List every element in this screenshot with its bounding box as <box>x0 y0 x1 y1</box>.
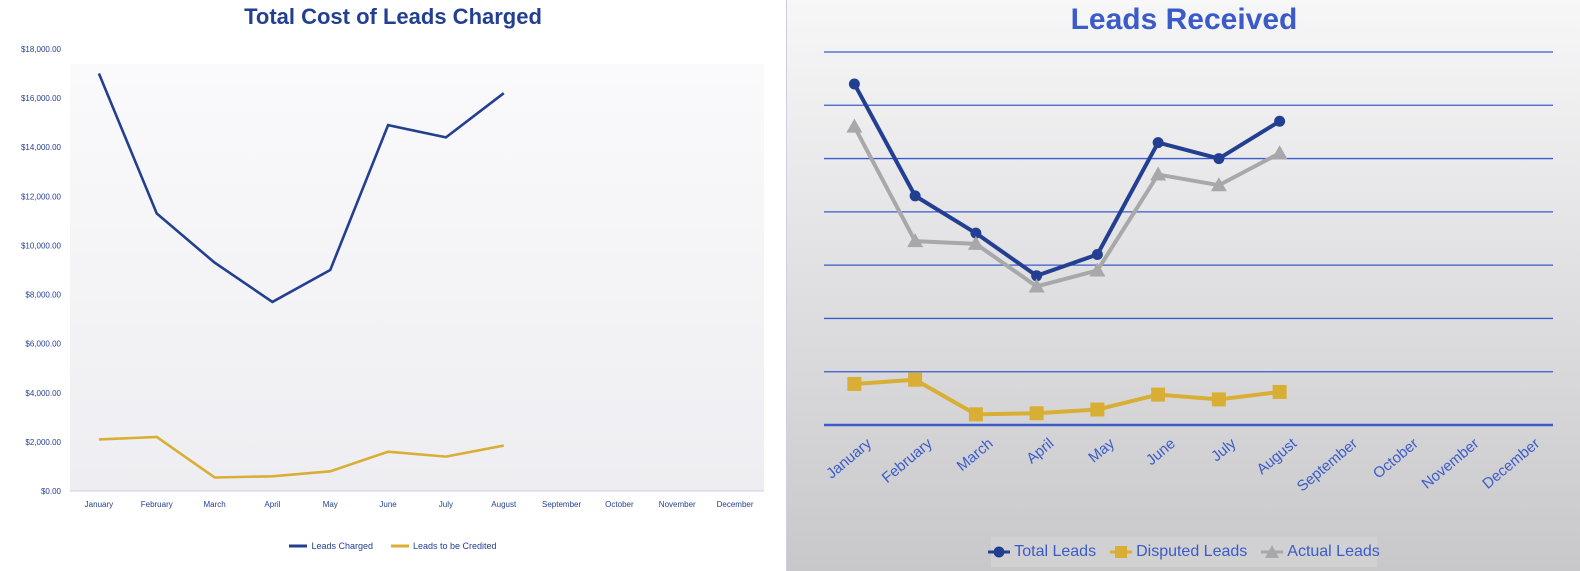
legend-label: Disputed Leads <box>1136 543 1248 560</box>
legend-label: Total Leads <box>1014 543 1097 560</box>
data-point-disputed-leads <box>1151 387 1166 402</box>
y-tick-label: $12,000.00 <box>21 192 62 201</box>
y-tick-label: $14,000.00 <box>21 143 62 152</box>
x-tick-label: September <box>542 500 581 509</box>
data-point-disputed-leads <box>908 372 923 387</box>
y-tick-label: $18,000.00 <box>21 45 62 54</box>
x-tick-label: March <box>203 500 225 509</box>
data-point-total-leads <box>1213 153 1225 165</box>
legend-swatch-line <box>390 544 409 548</box>
y-tick-label: $16,000.00 <box>21 94 62 103</box>
x-tick-label: April <box>264 500 280 509</box>
legend-item-leads-charged: Leads Charged <box>289 541 373 551</box>
x-tick-label: November <box>1419 435 1483 493</box>
x-tick-label: November <box>659 500 696 509</box>
data-point-actual-leads <box>1089 262 1106 277</box>
data-point-actual-leads <box>1028 278 1045 293</box>
legend-item-disputed-leads: Disputed Leads <box>1110 543 1247 561</box>
left-chart-plot: $0.00 $2,000.00 $4,000.00 $6,000.00 $8,000.0… <box>21 45 764 509</box>
y-tick-label: $0.00 <box>41 487 62 496</box>
right-legend: Total Leads Disputed Leads Actual Leads <box>988 537 1380 567</box>
data-point-disputed-leads <box>1029 406 1044 421</box>
x-tick-label: August <box>491 500 517 509</box>
series-line-actual-leads <box>852 125 1281 289</box>
y-tick-label: $2,000.00 <box>25 438 61 447</box>
x-tick-label: February <box>141 500 173 509</box>
data-point-actual-leads <box>1271 145 1288 160</box>
data-point-total-leads <box>848 78 860 90</box>
x-tick-label: December <box>1479 435 1543 493</box>
plot-area <box>70 64 764 491</box>
legend-item-total-leads: Total Leads <box>988 543 1096 561</box>
data-point-actual-leads <box>1150 166 1167 181</box>
data-point-total-leads <box>1152 137 1164 149</box>
data-point-actual-leads <box>1210 177 1227 192</box>
x-tick-label: May <box>1085 435 1118 467</box>
data-point-disputed-leads <box>1272 384 1287 399</box>
left-legend: Leads Charged Leads to be Credited <box>0 541 786 551</box>
x-tick-label: July <box>1208 435 1240 465</box>
data-point-total-leads <box>909 190 921 202</box>
x-tick-label: July <box>439 500 453 509</box>
y-tick-label: $8,000.00 <box>25 291 61 300</box>
y-tick-label: $6,000.00 <box>25 340 61 349</box>
legend-marker-triangle-icon <box>1261 545 1284 558</box>
series-line-leads-to-be-credited <box>98 435 504 479</box>
x-tick-label: February <box>879 435 936 487</box>
x-tick-label: January <box>85 500 113 509</box>
legend-swatch-line <box>289 544 308 548</box>
x-tick-label: August <box>1253 435 1300 479</box>
legend-label: Actual Leads <box>1287 543 1380 560</box>
series-line-total-leads <box>852 83 1281 278</box>
x-tick-label: June <box>379 500 397 509</box>
y-tick-label: $10,000.00 <box>21 241 62 250</box>
data-point-actual-leads <box>907 233 924 248</box>
data-point-total-leads <box>970 227 982 239</box>
chart-title: Total Cost of Leads Charged <box>244 4 542 29</box>
x-tick-label: June <box>1143 435 1179 469</box>
legend-item-leads-to-be-credited: Leads to be Credited <box>390 541 497 551</box>
x-tick-label: October <box>1370 435 1422 482</box>
data-point-actual-leads <box>967 235 984 250</box>
y-tick-label: $4,000.00 <box>25 389 61 398</box>
legend-item-actual-leads: Actual Leads <box>1261 543 1380 561</box>
x-tick-label: September <box>1294 435 1361 495</box>
x-tick-label: January <box>823 435 875 483</box>
legend-marker-square-icon <box>1110 546 1133 558</box>
legend-marker-circle-icon <box>988 546 1011 558</box>
right-chart-plot: January February March April May June July Augu… <box>823 51 1553 495</box>
data-point-total-leads <box>1274 115 1286 127</box>
x-tick-label: April <box>1023 435 1057 467</box>
left-chart-panel: Total Cost of Leads Charged $0.00 $2,000.… <box>0 0 786 571</box>
legend-label: Leads to be Credited <box>412 541 497 551</box>
data-point-total-leads <box>1091 248 1103 260</box>
series-line-leads-charged <box>97 73 505 304</box>
chart-title: Leads Received <box>1070 3 1298 36</box>
data-point-disputed-leads <box>968 407 983 422</box>
data-point-disputed-leads <box>847 376 862 391</box>
series-line-disputed-leads <box>854 377 1280 417</box>
legend-label: Leads Charged <box>311 541 373 551</box>
data-point-total-leads <box>1031 270 1043 282</box>
x-tick-label: March <box>954 435 997 475</box>
data-point-disputed-leads <box>1211 392 1226 407</box>
right-chart-panel: Leads Received January February March April… <box>786 0 1580 571</box>
x-tick-label: October <box>605 500 634 509</box>
x-tick-label: May <box>323 500 338 509</box>
data-point-actual-leads <box>846 118 863 133</box>
data-point-disputed-leads <box>1090 402 1105 417</box>
x-tick-label: December <box>717 500 754 509</box>
